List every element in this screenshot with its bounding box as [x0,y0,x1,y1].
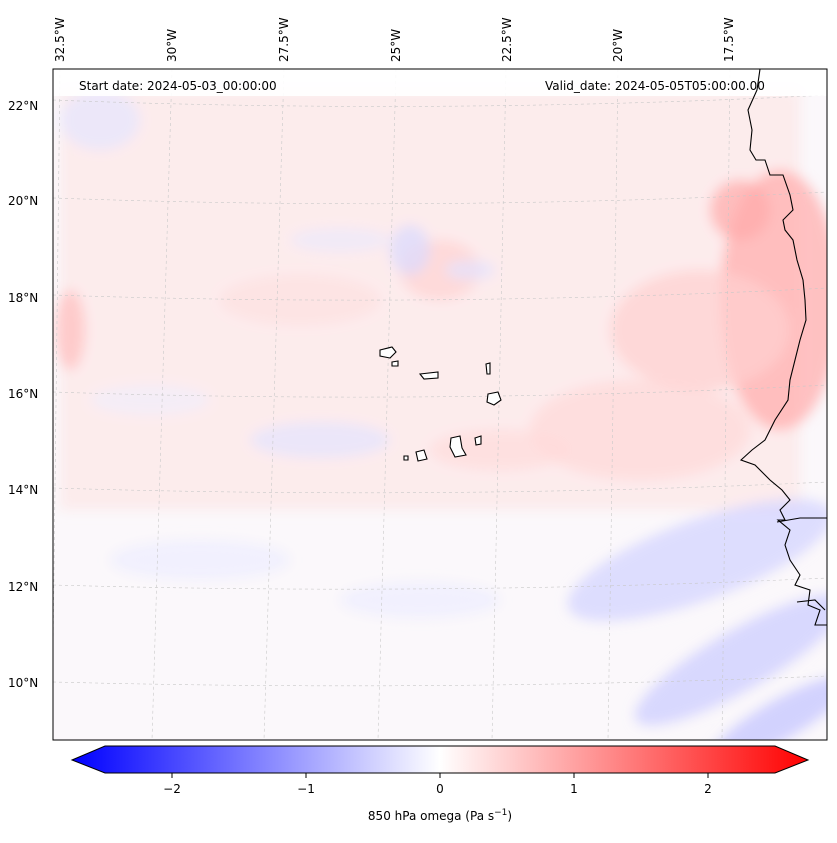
colorbar-label-sup: −1 [494,808,508,818]
coastline [739,69,827,626]
valid-date-label: Valid_date: 2024-05-05T05:00:00.00 [545,79,765,93]
map-frame [52,68,828,741]
colorbar-tick-label: −2 [163,782,181,796]
lon-label: 25°W [389,28,403,62]
colorbar-tick-label: 0 [436,782,444,796]
lon-label: 30°W [165,28,179,62]
lat-label: 12°N [8,580,39,594]
colorbar-label-text: 850 hPa omega (Pa s [367,809,495,823]
lat-label: 22°N [8,99,39,113]
colorbar-tick-label: −1 [297,782,315,796]
lat-label: 14°N [8,483,39,497]
start-date-label: Start date: 2024-05-03_00:00:00 [79,79,277,93]
lon-label: 22.5°W [500,17,514,62]
colorbar-tick-label: 1 [570,782,578,796]
lat-label: 18°N [8,291,39,305]
lon-label: 17.5°W [722,17,736,62]
lon-label: 20°W [611,28,625,62]
lon-label: 27.5°W [277,17,291,62]
lat-label: 16°N [8,387,39,401]
lon-label: 32.5°W [53,17,67,62]
colorbar-tick-label: 2 [704,782,712,796]
colorbar [70,745,810,778]
colorbar-label: 850 hPa omega (Pa s−1) [368,808,512,823]
cape-verde-islands [379,346,502,462]
lat-label: 10°N [8,676,39,690]
colorbar-label-end: ) [507,809,513,823]
lat-label: 20°N [8,194,39,208]
omega-field [53,69,827,740]
